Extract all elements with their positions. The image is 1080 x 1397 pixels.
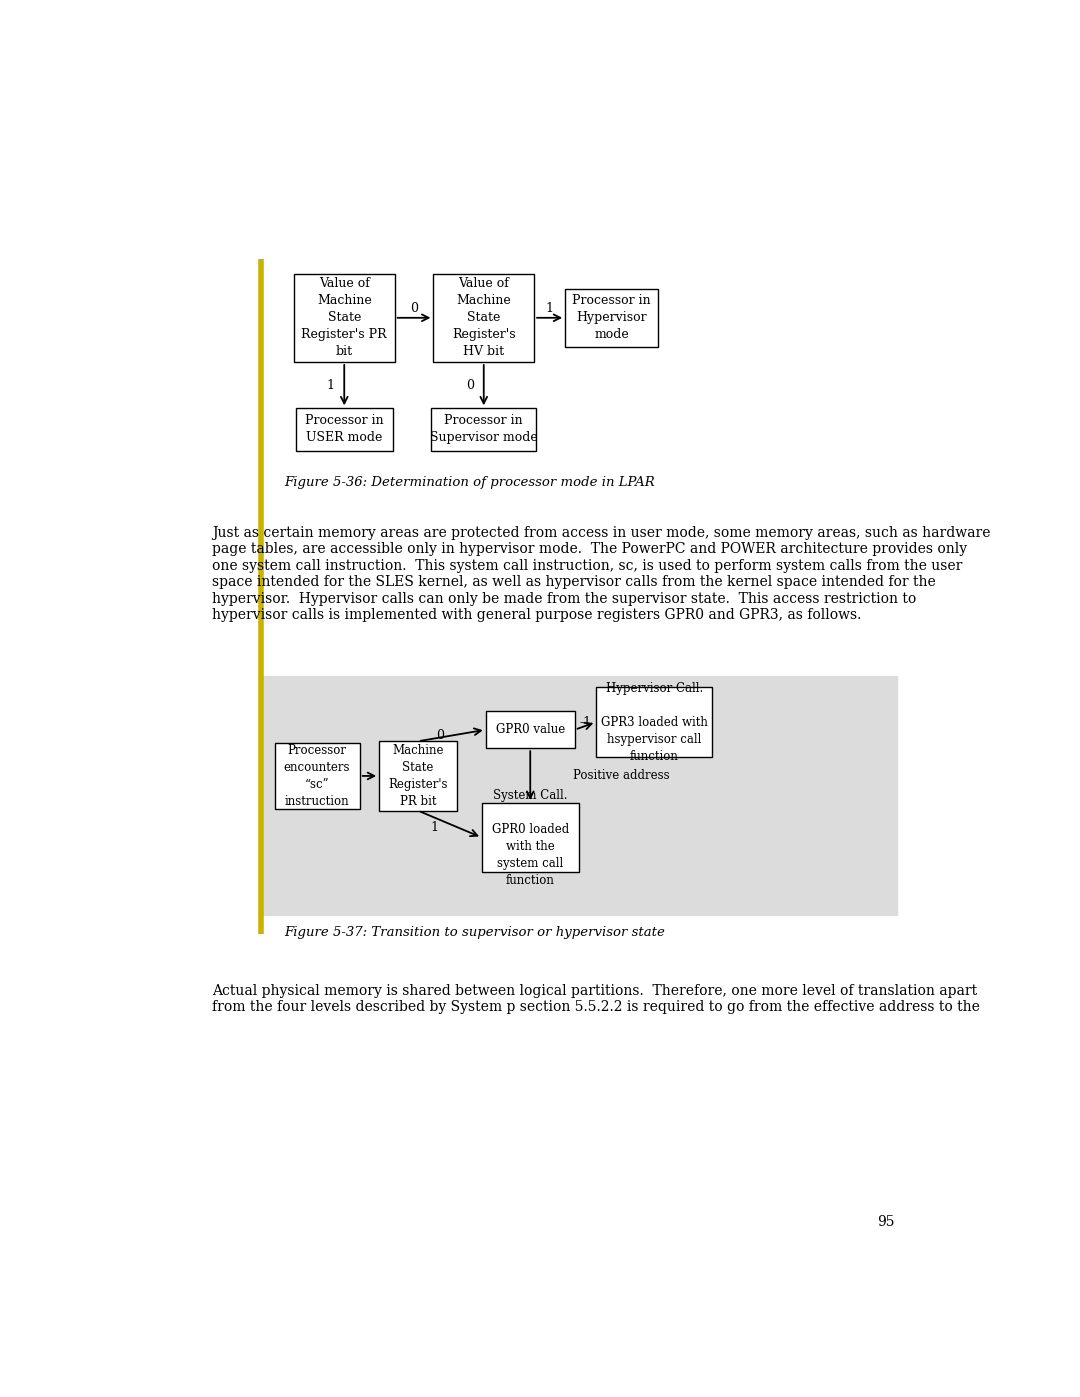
Text: Value of
Machine
State
Register's PR
bit: Value of Machine State Register's PR bit (301, 277, 387, 358)
Text: space intended for the SLES kernel, as well as hypervisor calls from the kernel : space intended for the SLES kernel, as w… (213, 576, 936, 590)
Text: hypervisor.  Hypervisor calls can only be made from the supervisor state.  This : hypervisor. Hypervisor calls can only be… (213, 592, 917, 606)
Text: one system call instruction.  This system call instruction, sc, is used to perfo: one system call instruction. This system… (213, 559, 963, 573)
Bar (482, 803, 579, 872)
Text: Processor in
USER mode: Processor in USER mode (305, 415, 383, 444)
Bar (431, 408, 536, 451)
Text: 0: 0 (410, 302, 418, 316)
Text: -1: -1 (579, 715, 592, 729)
Bar (433, 274, 535, 362)
Text: Machine
State
Register's
PR bit: Machine State Register's PR bit (388, 745, 447, 807)
Text: 1: 1 (326, 379, 335, 391)
Text: Processor in
Hypervisor
mode: Processor in Hypervisor mode (572, 295, 651, 341)
Bar (294, 274, 394, 362)
Text: Positive address: Positive address (572, 770, 670, 782)
Text: hypervisor calls is implemented with general purpose registers GPR0 and GPR3, as: hypervisor calls is implemented with gen… (213, 609, 862, 623)
Bar (379, 742, 457, 810)
Text: 0: 0 (465, 379, 474, 391)
Bar (486, 711, 575, 749)
Bar (596, 687, 713, 757)
Text: Processor in
Supervisor mode: Processor in Supervisor mode (430, 415, 538, 444)
Text: Hypervisor Call.

GPR3 loaded with
hsypervisor call
function: Hypervisor Call. GPR3 loaded with hsyper… (600, 682, 707, 763)
Bar (274, 743, 360, 809)
Text: GPR0 value: GPR0 value (496, 724, 565, 736)
Bar (261, 676, 896, 915)
Text: Value of
Machine
State
Register's
HV bit: Value of Machine State Register's HV bit (451, 277, 515, 358)
Text: Actual physical memory is shared between logical partitions.  Therefore, one mor: Actual physical memory is shared between… (213, 983, 977, 997)
Text: 1: 1 (545, 302, 554, 316)
Text: Just as certain memory areas are protected from access in user mode, some memory: Just as certain memory areas are protect… (213, 525, 991, 539)
Text: Figure 5-37: Transition to supervisor or hypervisor state: Figure 5-37: Transition to supervisor or… (284, 926, 665, 939)
Text: 95: 95 (877, 1215, 894, 1229)
Bar (296, 408, 393, 451)
Text: 0: 0 (436, 729, 444, 742)
Bar (565, 289, 658, 346)
Text: 1: 1 (430, 821, 438, 834)
Text: from the four levels described by System p section 5.5.2.2 is required to go fro: from the four levels described by System… (213, 1000, 981, 1014)
Text: Processor
encounters
“sc”
instruction: Processor encounters “sc” instruction (284, 745, 350, 807)
Text: page tables, are accessible only in hypervisor mode.  The PowerPC and POWER arch: page tables, are accessible only in hype… (213, 542, 968, 556)
Text: Figure 5-36: Determination of processor mode in LPAR: Figure 5-36: Determination of processor … (284, 475, 656, 489)
Text: System Call.

GPR0 loaded
with the
system call
function: System Call. GPR0 loaded with the system… (491, 788, 569, 887)
